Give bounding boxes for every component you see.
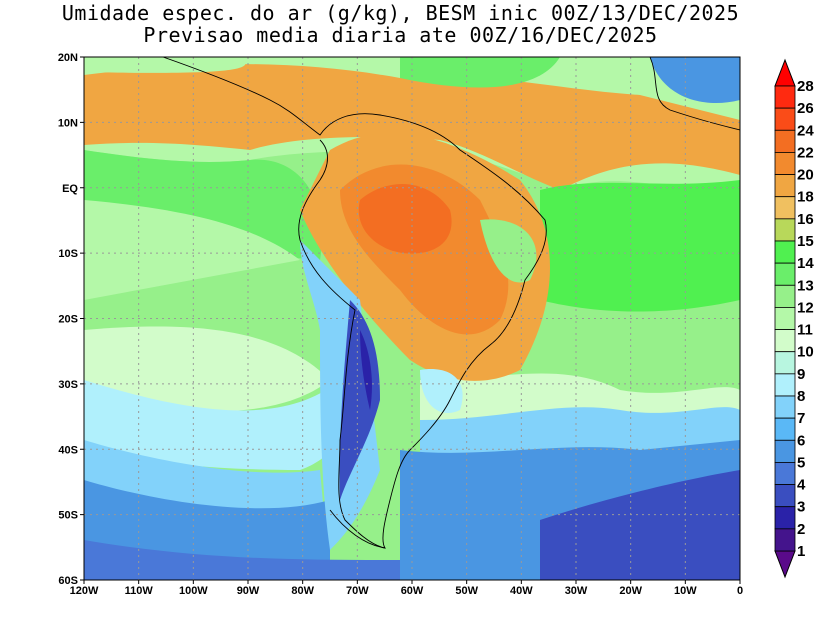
- lon-tick-label: 20W: [619, 585, 642, 597]
- colorbar-swatch: [774, 528, 796, 552]
- colorbar-label: 5: [797, 454, 805, 471]
- colorbar-swatch: [774, 262, 796, 286]
- grid-lines: [84, 57, 740, 580]
- colorbar-swatch: [774, 307, 796, 330]
- colorbar-label: 24: [797, 122, 814, 139]
- colorbar-swatch: [774, 129, 796, 153]
- humidity-field: [84, 57, 740, 580]
- lat-tick-label: 20N: [58, 52, 78, 64]
- colorbar-swatch: [774, 196, 796, 220]
- lat-tick-label: 50S: [58, 510, 78, 522]
- coastlines: [162, 57, 740, 549]
- colorbar-swatch: [774, 395, 796, 419]
- lon-tick-label: 120W: [70, 585, 99, 597]
- lat-tick-label: EQ: [62, 183, 78, 195]
- colorbar-swatch: [774, 107, 796, 131]
- lon-tick-label: 110W: [125, 585, 154, 597]
- lat-tick-label: 10S: [58, 248, 78, 260]
- colorbar-swatch: [774, 417, 796, 441]
- colorbar-label: 7: [797, 410, 805, 427]
- lat-tick-label: 60S: [58, 575, 78, 587]
- colorbar-swatch: [774, 329, 796, 353]
- colorbar-swatch: [774, 462, 796, 485]
- colorbar-label: 14: [797, 255, 814, 272]
- colorbar-swatch: [774, 439, 796, 463]
- lat-tick-label: 40S: [58, 444, 78, 456]
- lat-tick-label: 20S: [58, 314, 78, 326]
- colorbar-swatch: [774, 484, 796, 508]
- title-line-2: Previsao media diaria ate 00Z/16/DEC/202…: [143, 23, 658, 47]
- lat-tick-label: 30S: [58, 379, 78, 391]
- colorbar-swatch: [774, 174, 796, 198]
- colorbar-top-arrow: [774, 58, 796, 87]
- colorbar-label: 2: [797, 521, 805, 538]
- colorbar-bottom-arrow: [774, 550, 796, 579]
- colorbar-label: 1: [797, 543, 805, 560]
- colorbar-label: 28: [797, 78, 814, 95]
- colorbar-swatch: [774, 506, 796, 530]
- colorbar-label: 8: [797, 388, 805, 405]
- colorbar-swatch: [774, 284, 796, 308]
- colorbar-swatch: [774, 152, 796, 175]
- colorbar-swatch: [774, 218, 796, 242]
- colorbar-label: 16: [797, 211, 814, 228]
- axis-ticks: 120W 110W 100W 90W 80W 70W 60W 50W 40W 30W 20W 10W 0…: [58, 52, 743, 597]
- colorbar-label: 10: [797, 344, 814, 361]
- lon-tick-label: 0: [737, 585, 743, 597]
- colorbar-label: 9: [797, 366, 805, 383]
- colorbar-swatch: [774, 373, 796, 397]
- colorbar-swatch: [774, 351, 796, 375]
- lon-tick-label: 30W: [565, 585, 588, 597]
- colorbar-label: 26: [797, 100, 814, 117]
- colorbar-label: 12: [797, 299, 814, 316]
- colorbar-label: 18: [797, 189, 814, 206]
- lon-tick-label: 50W: [455, 585, 478, 597]
- lon-tick-label: 100W: [179, 585, 208, 597]
- lon-tick-label: 10W: [674, 585, 697, 597]
- colorbar-label: 13: [797, 277, 814, 294]
- colorbar: 28 26 24 22 20 18 16 15 14 13 12 11 10 9 8 7 6 5 4 3 2 1: [774, 58, 814, 579]
- colorbar-label: 6: [797, 432, 805, 449]
- lon-tick-label: 70W: [346, 585, 369, 597]
- colorbar-swatch: [774, 240, 796, 264]
- colorbar-label: 4: [797, 477, 806, 494]
- colorbar-label: 20: [797, 167, 814, 184]
- colorbar-label: 22: [797, 144, 814, 161]
- title-line-1: Umidade espec. do ar (g/kg), BESM inic 0…: [61, 1, 740, 25]
- colorbar-label: 15: [797, 233, 814, 250]
- lon-tick-label: 60W: [401, 585, 424, 597]
- colorbar-swatch: [774, 85, 796, 109]
- lon-tick-label: 90W: [237, 585, 260, 597]
- colorbar-label: 3: [797, 499, 805, 516]
- colorbar-label: 11: [797, 322, 813, 339]
- lon-tick-label: 40W: [510, 585, 533, 597]
- lat-tick-label: 10N: [58, 117, 78, 129]
- lon-tick-label: 80W: [291, 585, 314, 597]
